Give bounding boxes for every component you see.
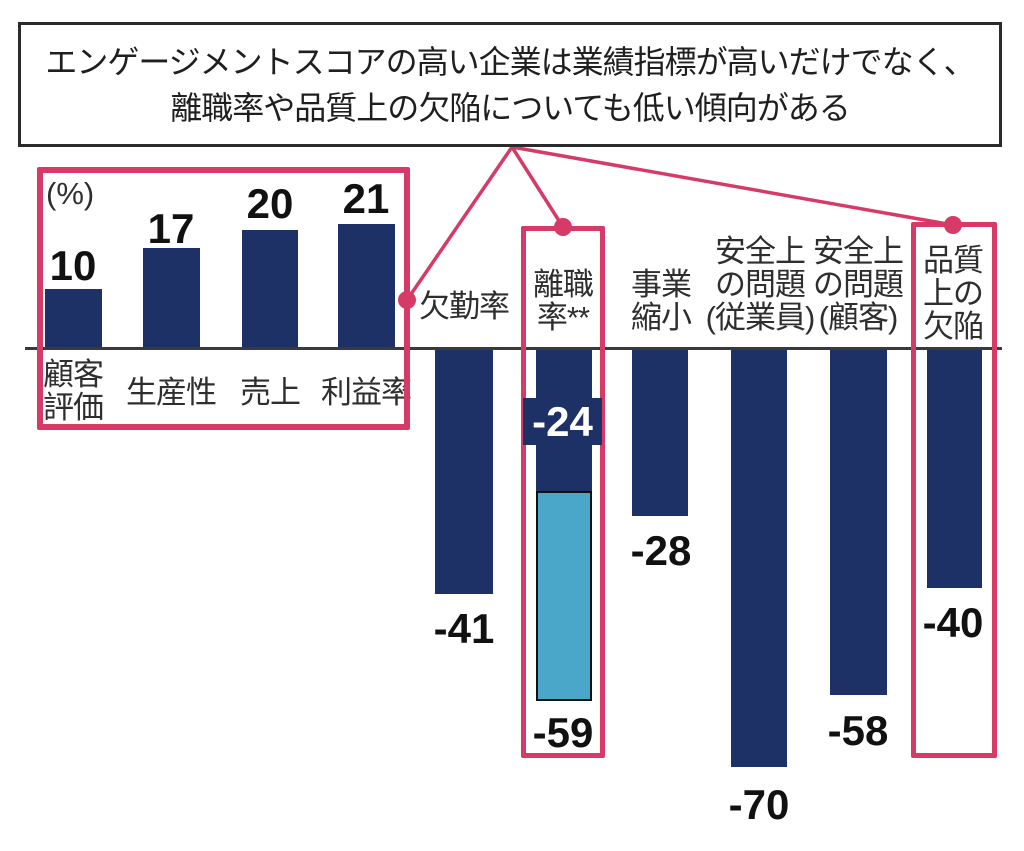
bar-safety-issues-customers: [830, 349, 887, 696]
category-label-productivity: 生産性: [126, 375, 217, 410]
highlight-box-turnover: [521, 226, 605, 758]
bar-turnover-light-segment: [536, 491, 592, 702]
bar-quality-defects: [927, 349, 982, 588]
category-label-profit-rate: 利益率: [321, 375, 412, 410]
value-label-turnover-total: -59: [532, 709, 594, 756]
bar-business-contraction: [632, 349, 688, 517]
chart-title-box: エンゲージメントスコアの高い企業は業績指標が高いだけでなく、 離職率や品質上の欠…: [18, 22, 1002, 147]
bar-sales: [242, 230, 298, 348]
category-label-safety-employees: 安全上 の問題 (従業員): [705, 234, 816, 335]
value-label-profit-rate: 21: [342, 175, 390, 222]
category-label-quality-defects: 品質 上の 欠陥: [923, 243, 984, 344]
highlight-box-performance-group: [37, 167, 410, 430]
unit-label: (%): [46, 176, 95, 211]
bar-safety-issues-employees: [731, 349, 787, 767]
category-label-business-contraction: 事業 縮小: [631, 267, 692, 335]
category-label-customer-rating: 顧客 評価: [43, 357, 104, 425]
chart-title-line-2: 離職率や品質上の欠陥についても低い傾向がある: [170, 89, 850, 126]
connector-line-turnover: [510, 146, 565, 228]
bar-profit-rate: [338, 224, 395, 348]
category-label-safety-customers: 安全上 の問題 (顧客): [813, 234, 904, 335]
value-label-safety-employees: -70: [728, 781, 790, 828]
value-label-safety-customers: -58: [827, 707, 889, 754]
value-label-productivity: 17: [147, 205, 195, 252]
value-label-sales: 20: [246, 180, 294, 227]
connector-line-quality: [511, 145, 954, 227]
value-label-quality-defects: -40: [922, 599, 984, 646]
value-label-business-contraction: -28: [630, 527, 692, 574]
category-label-turnover-rate: 離職 率**: [533, 267, 594, 335]
bar-customer-rating: [45, 289, 102, 348]
category-label-sales: 売上: [240, 375, 301, 410]
bar-absence-rate: [435, 349, 493, 594]
chart-title-line-1: エンゲージメントスコアの高い企業は業績指標が高いだけでなく、: [45, 43, 975, 80]
bar-productivity: [143, 247, 200, 348]
zero-axis-line: [25, 347, 1002, 350]
value-label-absence-rate: -41: [433, 605, 495, 652]
highlight-box-quality: [911, 222, 997, 758]
value-label-customer-rating: 10: [49, 242, 97, 289]
value-label-turnover-dark: -24: [523, 398, 602, 445]
bar-turnover-rate: [536, 349, 592, 702]
